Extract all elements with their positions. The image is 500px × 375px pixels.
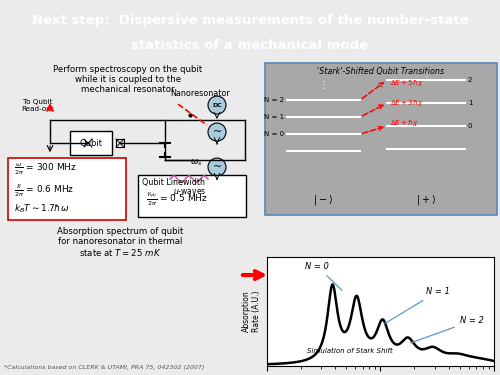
Text: Qubit: Qubit	[80, 139, 102, 148]
Text: Qubit Linewidth: Qubit Linewidth	[142, 178, 205, 187]
Text: N = 0: N = 0	[306, 262, 342, 290]
Text: DC: DC	[212, 103, 222, 108]
Text: ~: ~	[212, 162, 222, 172]
Text: 'Stark'-Shifted Qubit Transitions: 'Stark'-Shifted Qubit Transitions	[318, 67, 444, 76]
Text: N = 1: N = 1	[264, 114, 284, 120]
Text: 2: 2	[468, 77, 472, 83]
Text: $\frac{\chi}{2\pi}$ = 0.6 MHz: $\frac{\chi}{2\pi}$ = 0.6 MHz	[14, 182, 74, 199]
Text: Read-out: Read-out	[22, 106, 54, 112]
Text: $|-\rangle$: $|-\rangle$	[314, 193, 334, 207]
Text: mechanical resonator: mechanical resonator	[81, 85, 175, 94]
Text: $\Delta E + 3\hbar\chi$: $\Delta E + 3\hbar\chi$	[390, 98, 424, 108]
Text: ~: ~	[212, 127, 222, 137]
Text: while it is coupled to the: while it is coupled to the	[75, 75, 181, 84]
Text: Absorption spectrum of qubit: Absorption spectrum of qubit	[57, 227, 183, 236]
Text: 1: 1	[468, 100, 472, 106]
Text: ⋮: ⋮	[318, 80, 328, 90]
Text: *Calculations based on CLERK & UTAMI, PRA 75, 042302 (2007): *Calculations based on CLERK & UTAMI, PR…	[4, 365, 204, 370]
Bar	[8, 158, 126, 220]
Text: statistics of a mechanical mode: statistics of a mechanical mode	[132, 39, 368, 52]
Text: N = 1: N = 1	[385, 287, 450, 323]
Text: $\Delta E + 5\hbar\chi$: $\Delta E + 5\hbar\chi$	[390, 78, 424, 88]
Text: state at $T = 25\ mK$: state at $T = 25\ mK$	[79, 247, 161, 258]
Y-axis label: Absorption
Rate (A.U.): Absorption Rate (A.U.)	[242, 290, 261, 332]
Circle shape	[208, 123, 226, 141]
Text: $\mu$-waves: $\mu$-waves	[174, 187, 206, 198]
Text: $|+\rangle$: $|+\rangle$	[416, 193, 436, 207]
Text: Nanoresonator: Nanoresonator	[170, 89, 230, 98]
Text: $\omega_s$: $\omega_s$	[190, 157, 202, 168]
Text: $k_BT\sim1.7\hbar\omega$: $k_BT\sim1.7\hbar\omega$	[14, 202, 70, 214]
Text: $\frac{\gamma_{qb}}{2\pi}$ = 0.5 MHz: $\frac{\gamma_{qb}}{2\pi}$ = 0.5 MHz	[146, 191, 208, 208]
Text: To Qubit: To Qubit	[23, 99, 53, 105]
Text: Perform spectroscopy on the qubit: Perform spectroscopy on the qubit	[54, 65, 203, 74]
Text: Simulation of Stark Shift: Simulation of Stark Shift	[308, 348, 393, 354]
Text: N = 2: N = 2	[264, 97, 284, 103]
Text: Next step:  Dispersive measurements of the number-state: Next step: Dispersive measurements of th…	[32, 14, 469, 27]
Bar	[70, 131, 112, 155]
Circle shape	[208, 96, 226, 114]
Text: N = 2: N = 2	[410, 316, 484, 343]
Text: for nanoresonator in thermal: for nanoresonator in thermal	[58, 237, 182, 246]
Text: N = 0: N = 0	[264, 131, 284, 137]
Bar	[84, 139, 92, 147]
Circle shape	[208, 158, 226, 176]
Text: $\frac{\omega}{2\pi}$ = 300 MHz: $\frac{\omega}{2\pi}$ = 300 MHz	[14, 162, 77, 177]
Text: $\Delta E + \hbar\chi$: $\Delta E + \hbar\chi$	[390, 118, 419, 128]
Text: 0: 0	[468, 123, 472, 129]
Bar	[116, 139, 124, 147]
Text: ⋮: ⋮	[421, 72, 431, 82]
Bar	[265, 63, 497, 215]
Bar	[138, 175, 246, 217]
